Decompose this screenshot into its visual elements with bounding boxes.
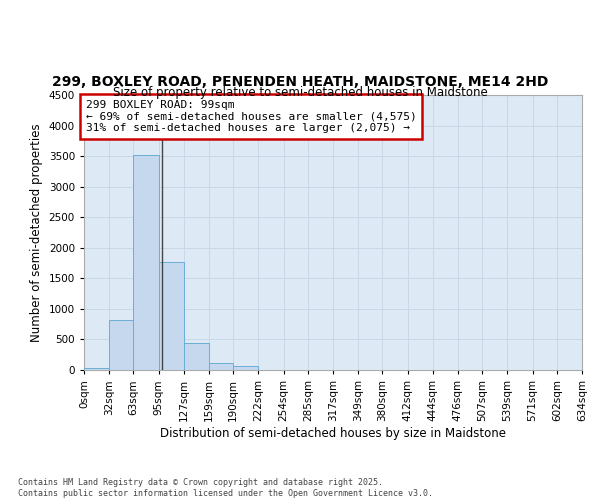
Y-axis label: Number of semi-detached properties: Number of semi-detached properties xyxy=(30,123,43,342)
Bar xyxy=(158,262,184,370)
Bar xyxy=(233,366,259,370)
Text: 299, BOXLEY ROAD, PENENDEN HEATH, MAIDSTONE, ME14 2HD: 299, BOXLEY ROAD, PENENDEN HEATH, MAIDST… xyxy=(52,76,548,90)
Bar xyxy=(133,155,158,370)
X-axis label: Distribution of semi-detached houses by size in Maidstone: Distribution of semi-detached houses by … xyxy=(160,426,506,440)
Bar xyxy=(184,342,209,370)
Text: Size of property relative to semi-detached houses in Maidstone: Size of property relative to semi-detach… xyxy=(113,86,487,99)
Text: 299 BOXLEY ROAD: 99sqm
← 69% of semi-detached houses are smaller (4,575)
31% of : 299 BOXLEY ROAD: 99sqm ← 69% of semi-det… xyxy=(86,100,416,133)
Bar xyxy=(84,368,109,370)
Bar xyxy=(109,320,133,370)
Text: Contains HM Land Registry data © Crown copyright and database right 2025.
Contai: Contains HM Land Registry data © Crown c… xyxy=(18,478,433,498)
Bar xyxy=(209,364,233,370)
